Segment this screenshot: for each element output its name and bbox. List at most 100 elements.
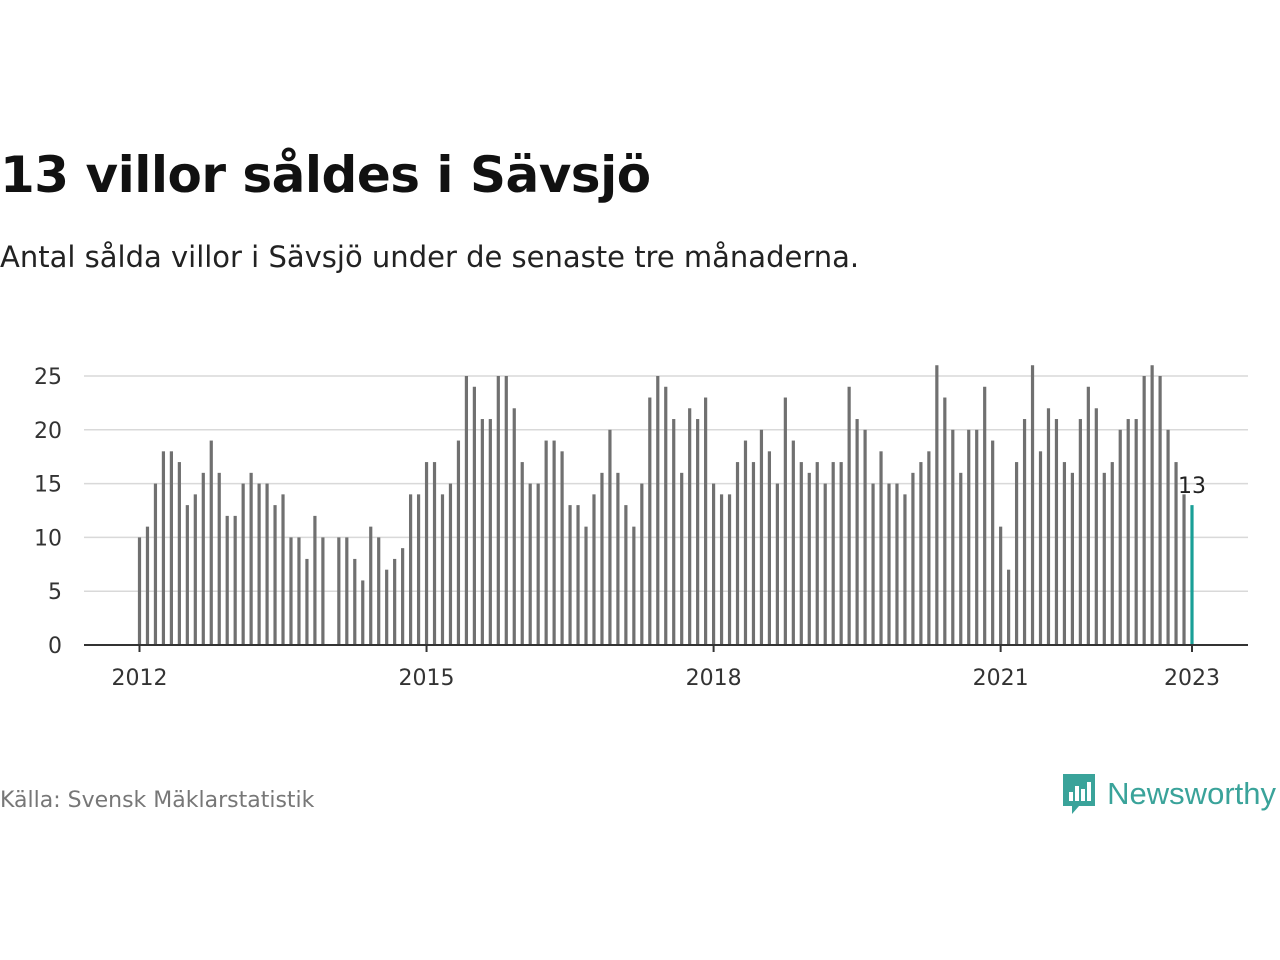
bar [353,558,357,645]
bar [1166,429,1170,645]
bar [983,386,987,645]
y-tick-label: 20 [34,419,62,444]
bar [600,472,604,645]
bar [241,483,245,645]
bar [775,483,779,645]
newsworthy-logo[interactable]: Newsworthy [1061,772,1276,816]
bar [967,429,971,645]
bar [177,462,181,645]
bar [568,505,572,645]
bar [488,419,492,645]
bar [456,440,461,645]
bar [592,494,596,645]
bar [656,376,660,645]
bar [369,526,373,645]
bar [536,483,540,645]
bar [871,483,875,645]
bar [919,462,923,645]
bar [887,483,891,645]
bar [1046,408,1051,645]
bar [345,537,349,645]
bar [807,472,811,645]
bar [719,494,724,645]
bar [680,472,684,645]
bar [704,397,708,645]
bar [1014,462,1019,645]
bar [648,397,652,645]
bar [767,451,772,645]
bar [672,419,676,645]
source-note: Källa: Svensk Mäklarstatistik [0,788,315,813]
bar [472,386,476,645]
bar [289,537,293,645]
bar [624,505,628,645]
bar [377,537,381,645]
bar [153,483,158,645]
bar [416,494,421,645]
x-tick-label: 2018 [686,666,742,691]
bar [751,462,756,645]
bar [169,451,173,645]
bar [560,451,564,645]
x-tick-label: 2015 [399,666,455,691]
bar [480,419,484,645]
bar [1038,451,1043,645]
bar [408,494,413,645]
bar [249,472,253,645]
bar [1158,376,1162,645]
bar [927,451,931,645]
highlighted-bar [1190,505,1194,645]
bar [991,440,995,645]
bar [975,429,979,645]
bar [225,515,229,645]
bar [496,376,500,645]
y-tick-label: 15 [34,473,62,498]
bar [1134,419,1138,645]
bar [305,558,309,645]
bar [664,386,668,645]
brand-name: Newsworthy [1107,776,1276,811]
bar [584,526,588,645]
bar [1094,408,1098,645]
bar [632,526,636,645]
bar [544,440,548,645]
bar [265,483,269,645]
bar [823,483,827,645]
bar [217,472,221,645]
bar [393,558,397,645]
bar [1054,419,1059,645]
bar [847,386,851,645]
bar [385,569,389,645]
bar [424,462,429,645]
newsworthy-chart-bubble-icon [1063,774,1096,814]
bar [1174,462,1178,645]
latest-value-label: 13 [1178,474,1206,499]
chart-subtitle: Antal sålda villor i Sävsjö under de sen… [0,240,860,274]
bar [1142,376,1146,645]
bar [951,429,955,645]
bar [999,526,1003,645]
bar [759,429,764,645]
x-tick-label: 2023 [1164,666,1220,691]
bar [520,462,524,645]
bar [727,494,732,645]
bar [1182,494,1186,645]
bar [903,494,907,645]
bar [1086,386,1090,645]
bar [193,494,197,645]
bar [401,548,405,645]
bar [608,429,612,645]
bar [1007,569,1011,645]
bar [432,462,437,645]
bar [528,483,532,645]
bar [815,462,819,645]
bar [313,515,317,645]
chart-title: 13 villor såldes i Sävsjö [0,146,651,204]
bar [257,483,261,645]
bar [552,440,556,645]
bar [448,483,453,645]
bar [504,376,508,645]
bar [935,365,939,645]
bar [743,440,748,645]
bar [201,472,205,645]
